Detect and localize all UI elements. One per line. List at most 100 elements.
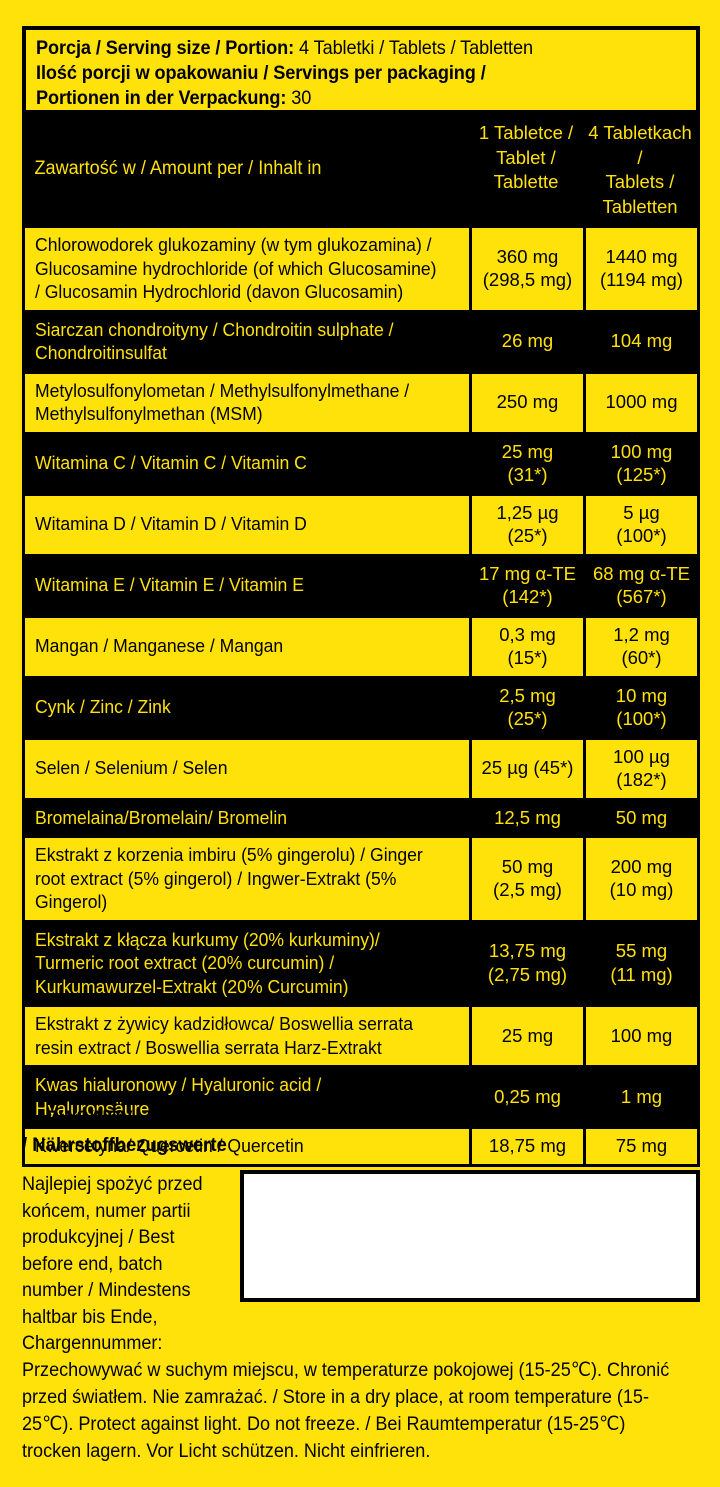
table-header-row: Zawartość w / Amount per / Inhalt in 1 T… <box>25 113 697 225</box>
column-header-per-tablet: 1 Tabletce / Tablet / Tablette <box>478 122 574 192</box>
table-row: Cynk / Zinc / Zink 2,5 mg (25*) 10 mg (100*) <box>25 675 697 737</box>
amount-per-tablet-sub: (25*) <box>507 525 548 546</box>
amount-per-4-tablets: 200 mg (10 mg) <box>586 838 697 920</box>
amount-per-tablet-sub: (31*) <box>507 464 548 485</box>
amount-per-tablet-main: 1,25 µg <box>496 501 559 523</box>
amount-per-4-tablets: 104 mg <box>586 312 697 371</box>
table-row: Bromelaina/Bromelain/ Bromelin 12,5 mg 50 … <box>25 797 697 835</box>
amount-per-tablet: 26 mg <box>472 312 583 371</box>
ingredient-name-text: Mangan / Manganese / Mangan <box>35 635 284 657</box>
table-row: Witamina E / Vitamin E / Vitamin E 17 mg … <box>25 553 697 615</box>
ingredient-name-text: Kwercetyna/ Quercetin / Quercetin <box>35 1135 304 1156</box>
amount-per-4-tablets-main: 200 mg <box>610 855 673 877</box>
amount-per-tablet: 360 mg (298,5 mg) <box>472 228 583 310</box>
amount-per-tablet: 0,25 mg <box>472 1068 583 1126</box>
amount-per-tablet-sub: (298,5 mg) <box>482 269 573 291</box>
ingredient-name-text: Witamina E / Vitamin E / Vitamin E <box>35 574 304 596</box>
ingredient-name: Bromelaina/Bromelain/ Bromelin <box>25 800 469 835</box>
ingredient-name-text: Chlorowodorek glukozaminy (w tym glukoza… <box>35 234 437 302</box>
amount-per-tablet: 17 mg α-TE (142*) <box>472 556 583 615</box>
amount-per-4-tablets-main: 104 mg <box>610 330 673 352</box>
amount-per-4-tablets-main: 1440 mg <box>605 245 678 267</box>
servings-per-pack-value: 30 <box>286 87 312 109</box>
amount-per-4-tablets-sub: (125*) <box>616 464 667 485</box>
amount-per-4-tablets-main: 55 mg <box>615 940 668 962</box>
portionen-label: Portionen in der Verpackung: <box>36 87 287 109</box>
ingredient-name-text: Kwas hialuronowy / Hyaluronic acid / Hya… <box>35 1074 322 1119</box>
amount-per-4-tablets-main: 10 mg <box>615 684 668 706</box>
amount-per-4-tablets: 100 mg (125*) <box>586 434 697 493</box>
servings-per-pack-line-2: Portionen in der Verpackung: 30 <box>36 86 641 111</box>
amount-per-tablet: 25 mg <box>472 1007 583 1065</box>
ingredient-name: Witamina E / Vitamin E / Vitamin E <box>25 556 469 615</box>
amount-per-tablet-main: 18,75 mg <box>488 1135 567 1156</box>
amount-per-tablet-main: 0,3 mg <box>499 623 556 645</box>
amount-per-tablet: 12,5 mg <box>472 800 583 835</box>
ingredient-name-text: Ekstrakt z korzenia imbiru (5% gingerolu… <box>35 844 423 912</box>
batch-number-field[interactable] <box>240 1170 700 1302</box>
ingredient-name: Ekstrakt z korzenia imbiru (5% gingerolu… <box>25 838 469 920</box>
amount-per-4-tablets-main: 100 mg <box>610 440 673 462</box>
amount-per-4-tablets: 1000 mg <box>586 373 697 432</box>
amount-per-tablet-main: 25 mg <box>501 1024 554 1046</box>
amount-per-4-tablets-sub: (11 mg) <box>610 963 673 985</box>
ingredient-name-text: Siarczan chondroityny / Chondroitin sulp… <box>35 318 394 364</box>
ingredient-name: Siarczan chondroityny / Chondroitin sulp… <box>25 312 469 371</box>
ingredient-name: Cynk / Zinc / Zink <box>25 678 469 737</box>
ingredient-name: Mangan / Manganese / Mangan <box>25 617 469 676</box>
amount-per-4-tablets: 1,2 mg (60*) <box>586 617 697 676</box>
amount-per-4-tablets-main: 1000 mg <box>605 391 678 413</box>
amount-per-tablet: 13,75 mg (2,75 mg) <box>472 922 583 1004</box>
table-body: Chlorowodorek glukozaminy (w tym glukoza… <box>25 225 697 1164</box>
amount-per-tablet-sub: (2,5 mg) <box>493 879 562 901</box>
serving-size-label: Porcja / Serving size / Portion: <box>36 37 295 59</box>
ingredient-name: Ekstrakt z żywicy kadzidłowca/ Boswellia… <box>25 1007 469 1065</box>
amount-per-tablet-main: 2,5 mg <box>499 684 556 706</box>
amount-per-tablet-main: 25 mg <box>501 440 554 462</box>
amount-per-tablet: 2,5 mg (25*) <box>472 678 583 737</box>
ingredient-name: Kwercetyna/ Quercetin / Quercetin <box>25 1129 469 1164</box>
ingredient-name-text: Selen / Selenium / Selen <box>35 757 228 779</box>
ingredient-name: Witamina D / Vitamin D / Vitamin D <box>25 495 469 554</box>
amount-per-4-tablets: 10 mg (100*) <box>586 678 697 737</box>
amount-per-4-tablets: 1 mg <box>586 1068 697 1126</box>
amount-per-4-tablets-main: 50 mg <box>615 806 668 828</box>
column-header-per-4-tablets: 4 Tabletkach / Tablets / Tabletten <box>588 122 692 217</box>
table-row: Mangan / Manganese / Mangan 0,3 mg (15*) 1,… <box>25 614 697 676</box>
amount-per-tablet-sub: (142*) <box>502 586 553 607</box>
nrv-footnote: *%RWS/NRV - Referencyjne wartości spożyc… <box>22 1107 667 1156</box>
ingredient-name: Ekstrakt z kłącza kurkumy (20% kurkuminy… <box>25 922 469 1004</box>
amount-per-tablet-main: 26 mg <box>501 330 554 352</box>
amount-per-4-tablets: 5 µg (100*) <box>586 495 697 554</box>
amount-per-4-tablets: 50 mg <box>586 800 697 835</box>
serving-size-value: 4 Tabletki / Tablets / Tabletten <box>294 37 533 59</box>
table-row: Selen / Selenium / Selen 25 µg (45*) 100 µ… <box>25 736 697 798</box>
amount-per-tablet-main: 50 mg <box>501 855 554 877</box>
servings-per-pack-label: Ilość porcji w opakowaniu / Servings per… <box>36 62 486 84</box>
amount-per-4-tablets: 75 mg <box>586 1129 697 1164</box>
ingredient-name: Chlorowodorek glukozaminy (w tym glukoza… <box>25 228 469 310</box>
amount-per-4-tablets-main: 1,2 mg <box>613 623 670 645</box>
amount-per-4-tablets: 55 mg (11 mg) <box>586 922 697 1004</box>
amount-per-4-tablets-sub: (10 mg) <box>609 879 674 901</box>
amount-per-4-tablets: 68 mg α-TE (567*) <box>586 556 697 615</box>
amount-per-4-tablets-main: 100 mg <box>610 1024 673 1046</box>
amount-per-tablet: 1,25 µg (25*) <box>472 495 583 554</box>
ingredient-name-text: Bromelaina/Bromelain/ Bromelin <box>35 806 288 828</box>
amount-per-tablet: 50 mg (2,5 mg) <box>472 838 583 920</box>
table-row: Siarczan chondroityny / Chondroitin sulp… <box>25 309 697 371</box>
amount-per-4-tablets-main: 75 mg <box>615 1135 668 1156</box>
ingredient-name-text: Ekstrakt z kłącza kurkumy (20% kurkuminy… <box>35 928 380 997</box>
table-row: Kwercetyna/ Quercetin / Quercetin 18,75 m… <box>25 1126 697 1164</box>
amount-per-tablet: 18,75 mg <box>472 1129 583 1164</box>
amount-per-tablet-sub: (2,75 mg) <box>487 963 568 985</box>
amount-per-tablet: 250 mg <box>472 373 583 432</box>
table-row: Kwas hialuronowy / Hyaluronic acid / Hya… <box>25 1065 697 1126</box>
amount-per-4-tablets-sub: (567*) <box>616 586 667 607</box>
amount-per-tablet-main: 12,5 mg <box>494 806 561 828</box>
amount-per-tablet-sub: (15*) <box>507 647 548 668</box>
ingredient-name-text: Ekstrakt z żywicy kadzidłowca/ Boswellia… <box>35 1013 413 1058</box>
amount-per-4-tablets-sub: (100*) <box>616 708 667 729</box>
table-row: Ekstrakt z kłącza kurkumy (20% kurkuminy… <box>25 919 697 1004</box>
